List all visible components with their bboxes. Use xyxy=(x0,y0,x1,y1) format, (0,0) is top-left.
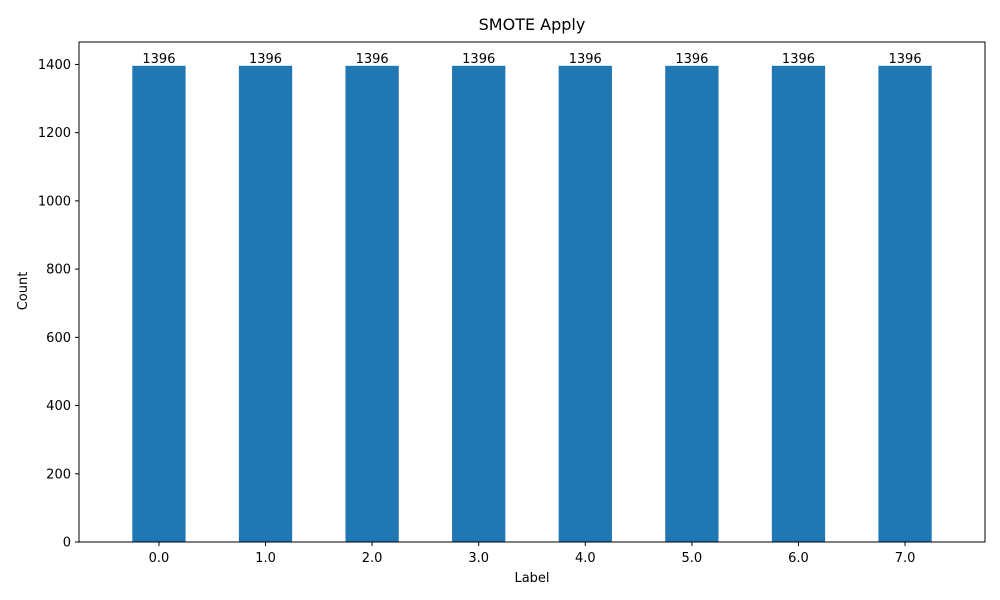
data-label-7.0: 1396 xyxy=(889,52,922,67)
y-tick-label: 600 xyxy=(46,331,71,346)
x-axis-ticks: 0.0 1.0 2.0 3.0 4.0 5.0 6.0 7.0 xyxy=(149,542,916,566)
bar-1.0 xyxy=(238,65,293,543)
y-tick-label: 800 xyxy=(46,263,71,278)
x-tick-label: 5.0 xyxy=(682,551,703,566)
bar-0.0 xyxy=(132,65,186,543)
data-labels-group: 1396 1396 1396 1396 1396 1396 1396 1396 xyxy=(142,52,921,67)
x-tick-label: 0.0 xyxy=(149,551,170,566)
plot-area-frame xyxy=(78,41,986,543)
bar-4.0 xyxy=(558,65,612,543)
y-tick-label: 1000 xyxy=(38,194,71,209)
y-tick-label: 200 xyxy=(46,467,71,482)
data-label-6.0: 1396 xyxy=(782,52,815,67)
data-label-5.0: 1396 xyxy=(675,52,708,67)
y-axis-ticks: 0 200 400 600 800 1000 1200 1400 xyxy=(38,58,79,551)
bars-group xyxy=(132,65,932,543)
x-tick-label: 1.0 xyxy=(255,551,276,566)
y-tick-label: 0 xyxy=(63,536,71,551)
data-label-1.0: 1396 xyxy=(249,52,282,67)
data-label-2.0: 1396 xyxy=(356,52,389,67)
y-tick-label: 400 xyxy=(46,399,71,414)
y-tick-label: 1200 xyxy=(38,126,71,141)
data-label-4.0: 1396 xyxy=(569,52,602,67)
chart-title: SMOTE Apply xyxy=(479,15,586,34)
x-tick-label: 3.0 xyxy=(468,551,489,566)
bar-5.0 xyxy=(665,65,719,543)
bar-6.0 xyxy=(771,65,826,543)
data-label-3.0: 1396 xyxy=(462,52,495,67)
y-axis-title: Count xyxy=(16,272,31,311)
bar-7.0 xyxy=(878,65,932,543)
x-tick-label: 4.0 xyxy=(575,551,596,566)
x-tick-label: 2.0 xyxy=(362,551,383,566)
y-tick-label: 1400 xyxy=(38,58,71,73)
x-tick-label: 7.0 xyxy=(895,551,916,566)
bar-2.0 xyxy=(345,65,399,543)
bar-3.0 xyxy=(452,65,506,543)
x-tick-label: 6.0 xyxy=(788,551,809,566)
x-axis-title: Label xyxy=(514,571,549,586)
data-label-0.0: 1396 xyxy=(142,52,175,67)
